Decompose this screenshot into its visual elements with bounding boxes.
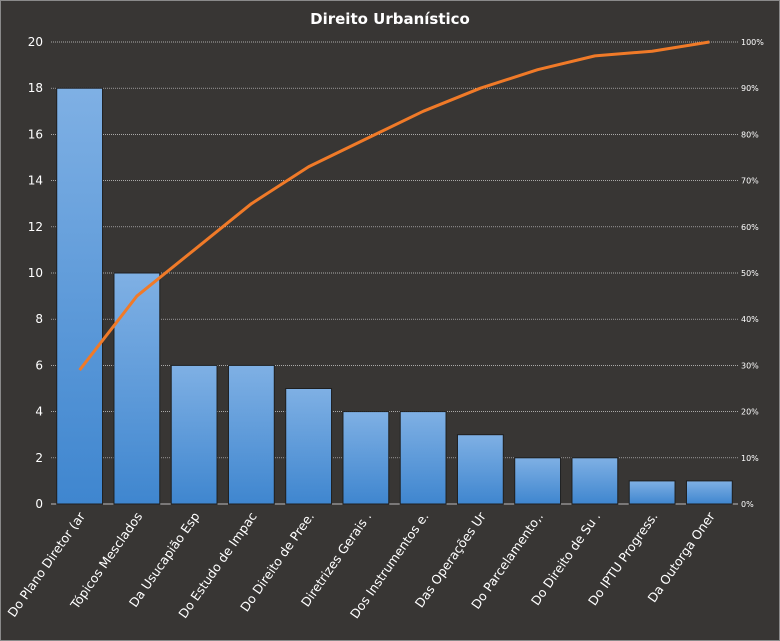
y-tick-label: 12 [28, 220, 43, 234]
y-tick-label: 20 [28, 35, 43, 49]
y2-tick-label: 10% [741, 454, 759, 463]
y-tick-label: 6 [35, 358, 43, 372]
y2-tick-label: 90% [741, 84, 759, 93]
y2-tick-label: 70% [741, 177, 759, 186]
y2-tick-label: 30% [741, 361, 759, 370]
y-tick-label: 4 [35, 405, 43, 419]
bar [628, 480, 676, 505]
bar [685, 480, 733, 505]
bar [285, 388, 333, 505]
y2-tick-label: 60% [741, 223, 759, 232]
cumulative-line [78, 40, 710, 371]
y2-tick-label: 40% [741, 315, 759, 324]
y-tick-label: 18 [28, 81, 43, 95]
y2-tick-label: 80% [741, 130, 759, 139]
bar [227, 364, 275, 505]
y2-tick-label: 20% [741, 408, 759, 417]
y-tick-label: 10 [28, 266, 43, 280]
y-tick-label: 8 [35, 312, 43, 326]
y-tick-label: 14 [28, 174, 43, 188]
bar [56, 87, 104, 505]
bar [514, 457, 562, 505]
chart-title: Direito Urbanístico [310, 10, 470, 28]
y2-tick-label: 0% [741, 500, 754, 509]
y2-tick-label: 100% [741, 38, 764, 47]
bar [113, 272, 161, 505]
bar [399, 411, 447, 505]
bar [571, 457, 619, 505]
y-tick-label: 0 [35, 497, 43, 511]
y2-tick-label: 50% [741, 269, 759, 278]
bar [456, 434, 504, 505]
y-tick-label: 2 [35, 451, 43, 465]
bar [170, 364, 218, 505]
y-tick-label: 16 [28, 127, 43, 141]
bar [342, 411, 390, 505]
